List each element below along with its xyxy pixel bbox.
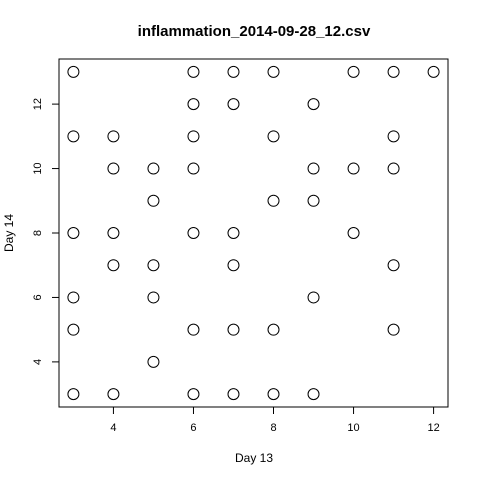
data-point [307,194,320,207]
data-point [267,65,280,78]
data-point [347,162,360,175]
y-tick-label: 10 [32,162,44,174]
data-point [307,388,320,401]
y-tick-label: 12 [32,98,44,110]
data-point [107,162,120,175]
data-point [387,162,400,175]
chart-title: inflammation_2014-09-28_12.csv [138,23,371,40]
data-point [107,388,120,401]
data-point [267,323,280,336]
data-point [187,323,200,336]
y-tick-label: 6 [32,294,44,300]
y-tick-label: 4 [32,359,44,365]
data-point [307,291,320,304]
data-point [187,227,200,239]
data-points [67,65,440,401]
data-point [227,227,240,239]
data-point [107,227,120,239]
data-point [307,162,320,175]
data-point [147,291,160,304]
data-point [147,194,160,207]
data-point [67,291,80,304]
data-point [227,259,240,272]
data-point [187,162,200,175]
data-point [187,388,200,401]
x-axis: 4 6 8 10 12 [110,406,440,434]
data-point [187,65,200,78]
data-point [347,65,360,78]
x-tick-label: 12 [427,422,439,434]
data-point [187,98,200,111]
data-point [267,194,280,207]
plot-area-frame [58,58,449,408]
data-point [227,98,240,111]
data-point [427,65,440,78]
data-point [347,227,360,239]
data-point [227,388,240,401]
data-point [267,388,280,401]
data-point [147,259,160,272]
data-point [187,130,200,143]
data-point [387,65,400,78]
y-tick-label: 8 [32,230,44,236]
data-point [387,259,400,272]
data-point [147,162,160,175]
data-point [67,130,80,143]
data-point [267,130,280,143]
x-tick-label: 8 [270,422,276,434]
x-tick-label: 10 [347,422,359,434]
y-axis-label: Day 14 [2,214,16,252]
data-point [387,323,400,336]
data-point [67,227,80,239]
x-tick-label: 4 [110,422,116,434]
data-point [67,323,80,336]
data-point [67,65,80,78]
data-point [107,259,120,272]
data-point [307,98,320,111]
data-point [227,323,240,336]
data-point [147,355,160,368]
data-point [387,130,400,143]
data-point [107,130,120,143]
data-point [227,65,240,78]
x-axis-label: Day 13 [235,451,273,465]
x-tick-label: 6 [190,422,196,434]
y-axis: 4 6 8 10 12 [32,98,60,365]
data-point [67,388,80,401]
